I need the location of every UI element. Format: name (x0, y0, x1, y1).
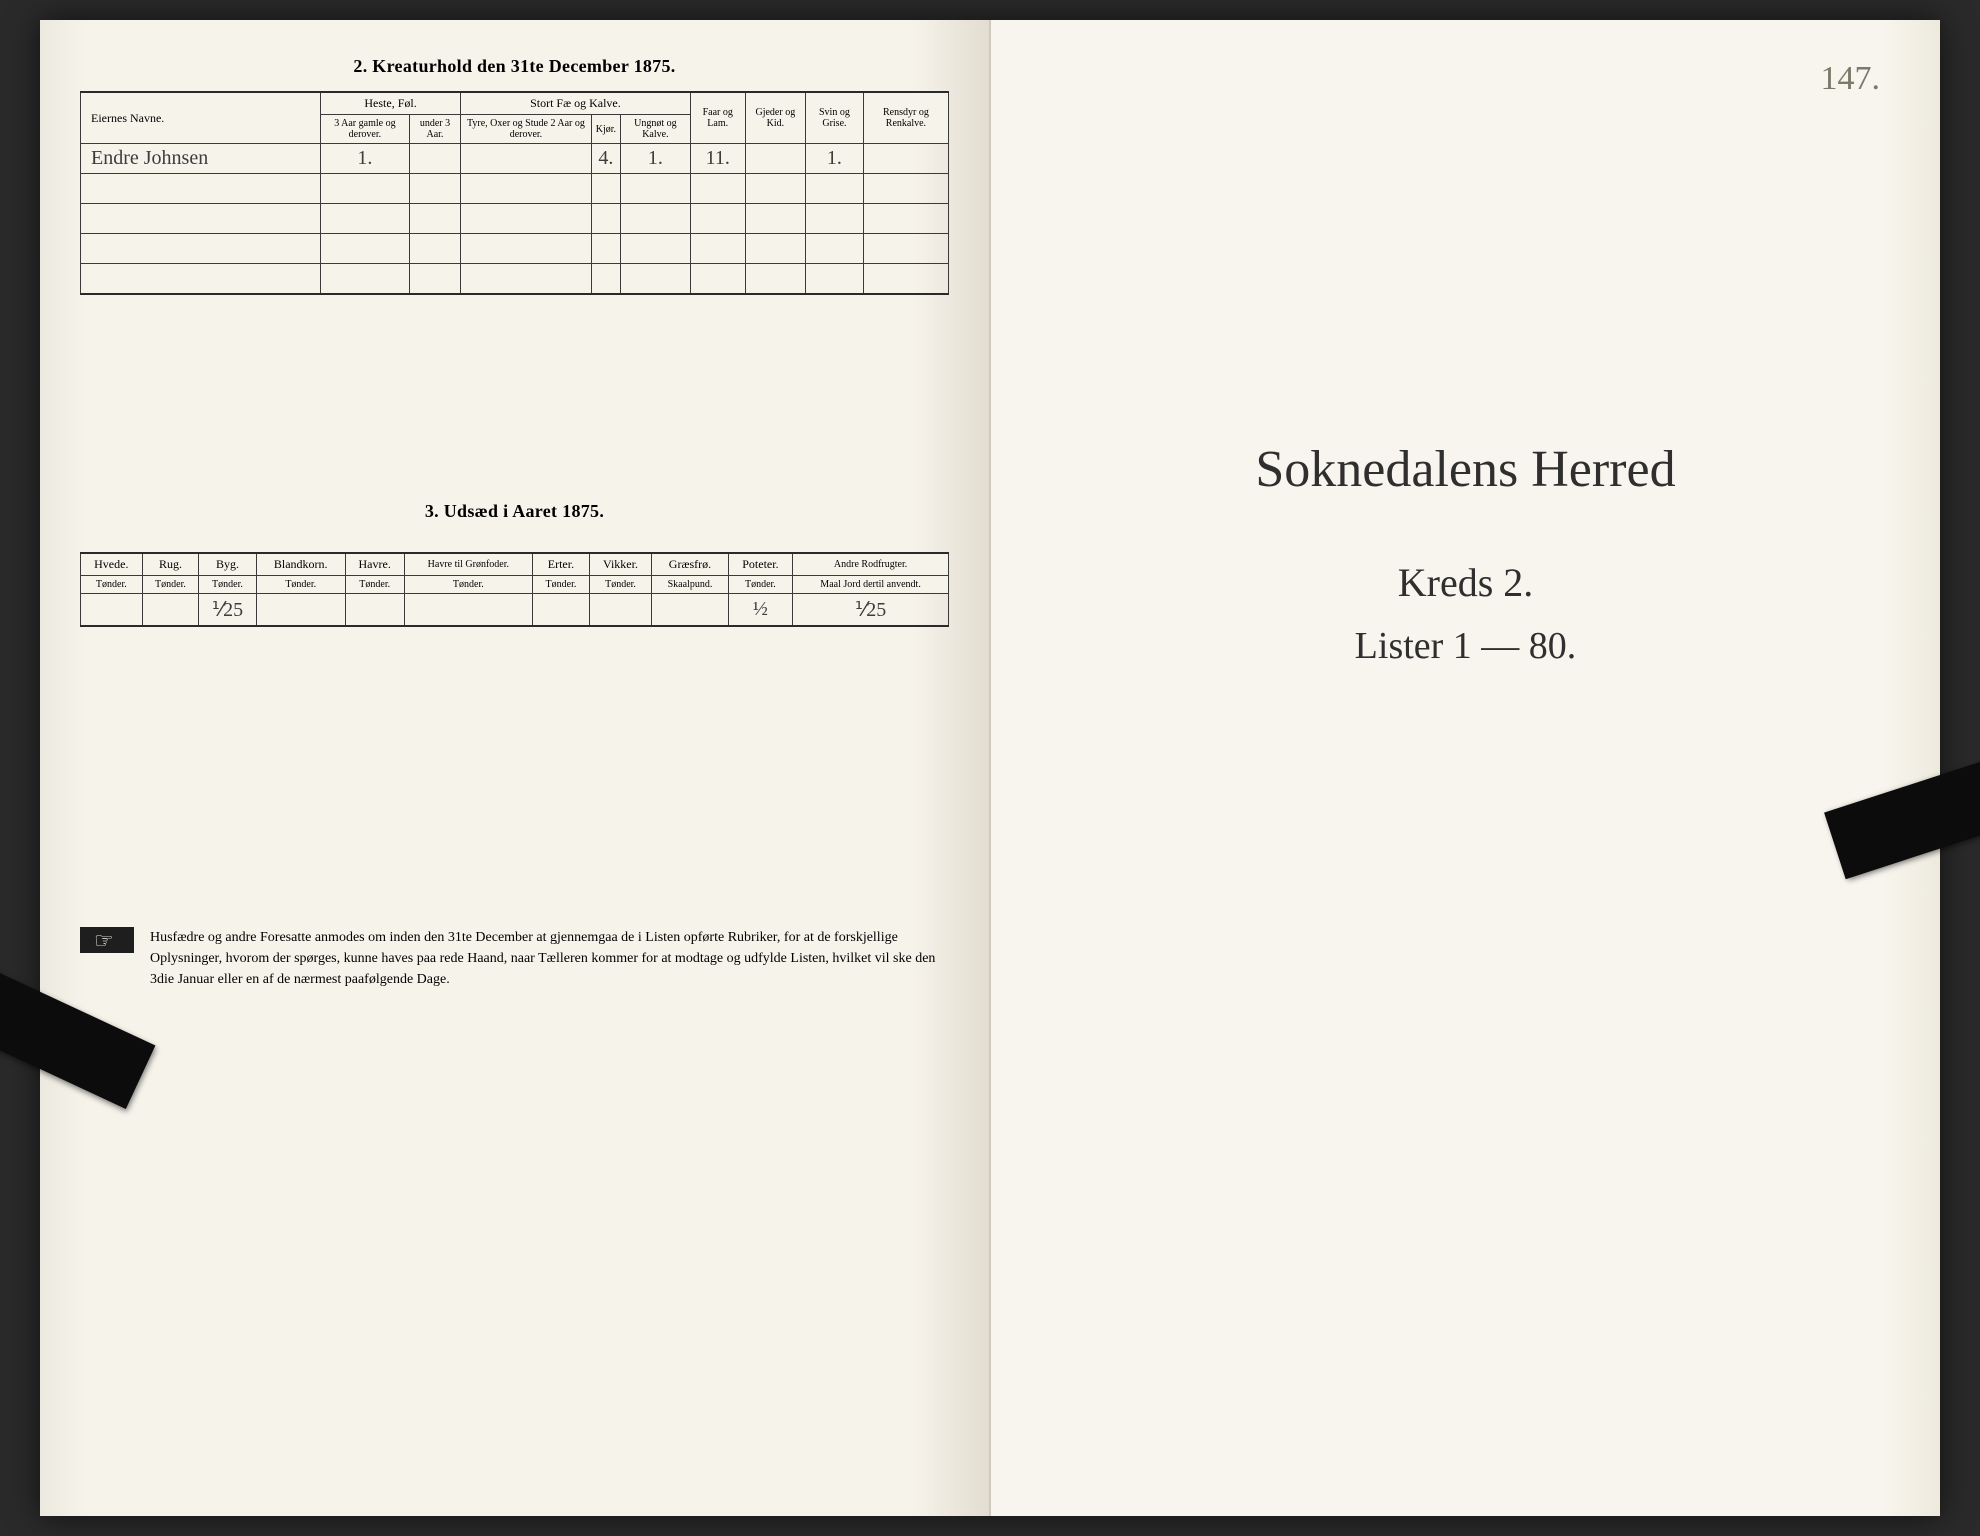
c-erter: Erter. (533, 553, 590, 576)
v-rod: ⅟25 (793, 593, 949, 626)
herred-title: Soknedalens Herred (991, 440, 1940, 499)
c-hvede: Hvede. (81, 553, 143, 576)
v-f3: 1. (621, 144, 691, 174)
v-faar: 11. (690, 144, 745, 174)
col-rens: Rensdyr og Renkalve. (863, 92, 948, 144)
clip-right (1824, 751, 1980, 879)
u5: Tønder. (345, 575, 404, 593)
c-vikker: Vikker. (589, 553, 652, 576)
col-owner: Eiernes Navne. (81, 92, 321, 144)
u4: Tønder. (256, 575, 345, 593)
u8: Tønder. (589, 575, 652, 593)
c-havre: Havre. (345, 553, 404, 576)
row-name: Endre Johnsen (81, 144, 321, 174)
cell-empty (745, 144, 805, 174)
u10: Tønder. (728, 575, 792, 593)
c-pot: Poteter. (728, 553, 792, 576)
kreds-line: Kreds 2. (991, 559, 1940, 606)
sub-h2: under 3 Aar. (409, 115, 460, 144)
cell-empty (863, 144, 948, 174)
footer-note: Husfædre og andre Foresatte anmodes om i… (80, 927, 949, 990)
v-f2: 4. (591, 144, 620, 174)
grp-heste: Heste, Føl. (321, 92, 461, 115)
sub-f3: Ungnøt og Kalve. (621, 115, 691, 144)
u7: Tønder. (533, 575, 590, 593)
u11: Maal Jord dertil anvendt. (793, 575, 949, 593)
u9: Skaalpund. (652, 575, 728, 593)
right-page: 147. Soknedalens Herred Kreds 2. Lister … (991, 20, 1940, 1516)
u2: Tønder. (142, 575, 199, 593)
col-faar: Faar og Lam. (690, 92, 745, 144)
c-havregr: Havre til Grønfoder. (404, 553, 533, 576)
v-byg: ⅟25 (199, 593, 256, 626)
title-block: Soknedalens Herred Kreds 2. Lister 1 — 8… (991, 440, 1940, 668)
c-graes: Græsfrø. (652, 553, 728, 576)
v-svin: 1. (806, 144, 864, 174)
u6: Tønder. (404, 575, 533, 593)
c-bland: Blandkorn. (256, 553, 345, 576)
c-byg: Byg. (199, 553, 256, 576)
lister-line: Lister 1 — 80. (991, 624, 1940, 668)
v-h1: 1. (321, 144, 410, 174)
section2-title: 2. Kreaturhold den 31te December 1875. (80, 56, 949, 77)
u1: Tønder. (81, 575, 143, 593)
hand-point-icon (80, 927, 134, 953)
col-svin: Svin og Grise. (806, 92, 864, 144)
cell-empty (409, 144, 460, 174)
cell-empty (461, 144, 592, 174)
footnote-text: Husfædre og andre Foresatte anmodes om i… (150, 930, 935, 987)
c-rug: Rug. (142, 553, 199, 576)
v-pot: ½ (728, 593, 792, 626)
sub-f2: Kjør. (591, 115, 620, 144)
section3-title: 3. Udsæd i Aaret 1875. (80, 501, 949, 522)
kreaturhold-table: Eiernes Navne. Heste, Føl. Stort Fæ og K… (80, 91, 949, 295)
sub-f1: Tyre, Oxer og Stude 2 Aar og derover. (461, 115, 592, 144)
folio-number: 147. (1821, 60, 1881, 98)
udsaed-table: Hvede. Rug. Byg. Blandkorn. Havre. Havre… (80, 552, 949, 627)
left-page: 2. Kreaturhold den 31te December 1875. E… (40, 20, 991, 1516)
c-rod: Andre Rodfrugter. (793, 553, 949, 576)
sub-h1: 3 Aar gamle og derover. (321, 115, 410, 144)
u3: Tønder. (199, 575, 256, 593)
grp-fae: Stort Fæ og Kalve. (461, 92, 691, 115)
col-gjed: Gjeder og Kid. (745, 92, 805, 144)
